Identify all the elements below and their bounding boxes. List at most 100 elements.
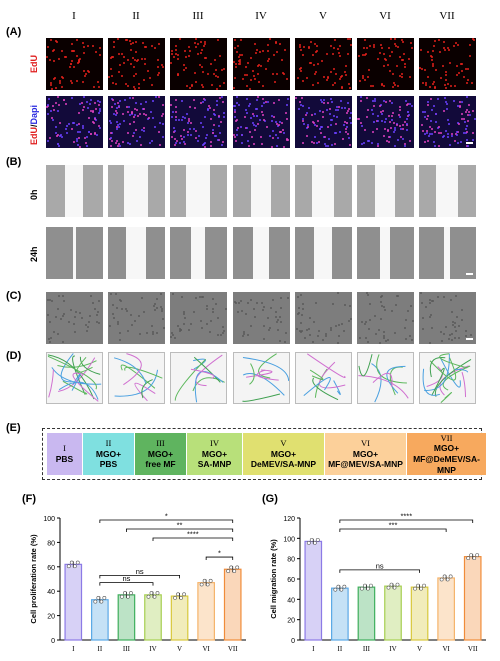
tube-brightfield-image xyxy=(419,292,476,344)
x-tick-label: II xyxy=(98,645,103,653)
treatment-number: II xyxy=(105,438,112,449)
row-label-edu-dapi: EdU/Dapi xyxy=(29,104,39,145)
treatment-number: III xyxy=(156,438,165,449)
treatment-4: IV MGO+ SA-MNP xyxy=(187,433,243,475)
edu-image xyxy=(170,38,227,90)
scratch-24h-image xyxy=(419,227,476,279)
panel-label-d: (D) xyxy=(6,350,22,362)
tube-tracing-image xyxy=(295,352,352,404)
significance-label: ** xyxy=(177,521,183,530)
panel-label-f: (F) xyxy=(22,493,37,505)
x-tick-label: VII xyxy=(468,645,478,653)
treatment-label: SA-MNP xyxy=(197,459,232,470)
column-header-3: III xyxy=(192,10,204,22)
edu-dapi-image xyxy=(46,96,103,148)
y-tick-label: 40 xyxy=(47,589,55,596)
bar xyxy=(117,594,136,641)
scratch-24h-image xyxy=(233,227,290,279)
significance-label: ns xyxy=(376,561,384,570)
treatment-label: MGO+ xyxy=(433,443,460,454)
bar xyxy=(437,577,455,641)
data-point xyxy=(466,556,471,561)
data-point xyxy=(422,583,426,588)
column-header-1: I xyxy=(72,10,76,22)
data-point xyxy=(386,585,391,590)
treatment-label: free MF xyxy=(145,459,176,470)
treatment-label: MF@MEV/SA-MNP xyxy=(328,459,403,470)
treatment-label: MF@DeMEV/SA-MNP xyxy=(413,454,480,475)
tube-brightfield-image xyxy=(46,292,103,344)
treatment-1: I PBS xyxy=(47,433,83,475)
treatment-number: VI xyxy=(361,438,370,449)
y-axis-label: Cell migration rate (%) xyxy=(269,539,278,619)
edu-image xyxy=(357,38,414,90)
bar xyxy=(197,582,215,641)
data-point xyxy=(129,591,133,595)
significance-bracket xyxy=(339,569,420,573)
treatment-3: III MGO+ free MF xyxy=(135,433,187,475)
panel-label-a: (A) xyxy=(6,26,22,38)
significance-bracket xyxy=(205,556,234,561)
bar xyxy=(331,587,349,641)
edu-dapi-image xyxy=(233,96,290,148)
y-tick-label: 80 xyxy=(47,540,55,547)
significance-label: * xyxy=(165,512,168,521)
scratch-0h-image xyxy=(357,165,414,217)
panel-label-b: (B) xyxy=(6,156,22,168)
treatment-label: PBS xyxy=(99,459,118,470)
treatment-7: VII MGO+ MF@DeMEV/SA-MNP xyxy=(407,433,487,475)
tube-brightfield-image xyxy=(233,292,290,344)
data-point xyxy=(66,564,71,569)
treatment-6: VI MGO+ MF@MEV/SA-MNP xyxy=(325,433,407,475)
bar xyxy=(144,594,162,641)
y-tick-label: 20 xyxy=(47,614,55,621)
scratch-24h-image xyxy=(295,227,352,279)
data-point xyxy=(306,541,311,545)
significance-label: **** xyxy=(187,530,199,539)
data-point xyxy=(208,578,213,583)
data-point xyxy=(235,565,240,570)
edu-dapi-image xyxy=(357,96,414,148)
data-point xyxy=(173,596,177,600)
significance-bracket xyxy=(99,519,234,523)
scratch-0h-image xyxy=(46,165,103,217)
tube-tracing-image xyxy=(357,352,414,404)
significance-bracket xyxy=(339,519,474,523)
y-tick-label: 100 xyxy=(43,516,55,523)
scratch-24h-image xyxy=(108,227,165,279)
treatment-label: PBS xyxy=(55,454,74,464)
column-header-7: VII xyxy=(439,10,455,22)
chart-proliferation: 0 20 40 60 80 100 Cell proliferation rate (%) I… xyxy=(29,512,246,653)
x-tick-label: II xyxy=(338,645,343,653)
data-point xyxy=(395,582,400,587)
data-point xyxy=(155,591,160,595)
y-tick-label: 60 xyxy=(47,565,55,572)
y-tick-label: 40 xyxy=(287,597,295,604)
edu-dapi-image xyxy=(108,96,165,148)
column-header-2: II xyxy=(132,10,140,22)
data-point xyxy=(369,583,373,588)
data-point xyxy=(475,553,480,558)
significance-label: ns xyxy=(122,574,130,583)
scratch-0h-image xyxy=(295,165,352,217)
x-tick-label: VII xyxy=(228,645,238,653)
treatment-number: VII xyxy=(440,432,453,443)
panel-label-e: (E) xyxy=(6,422,21,434)
tube-tracing-image xyxy=(170,352,227,404)
tube-tracing-image xyxy=(233,352,290,404)
treatment-number: I xyxy=(63,443,66,454)
tube-tracing-image xyxy=(108,352,165,404)
edu-image xyxy=(108,38,165,90)
edu-image xyxy=(46,38,103,90)
bar xyxy=(170,595,189,641)
y-tick-label: 100 xyxy=(283,536,295,543)
y-tick-label: 60 xyxy=(287,577,295,584)
tube-brightfield-image xyxy=(357,292,414,344)
x-tick-label: VI xyxy=(202,645,210,653)
significance-bracket xyxy=(99,582,154,586)
bar xyxy=(64,563,83,641)
data-point xyxy=(182,592,186,597)
significance-bracket xyxy=(99,574,180,579)
x-tick-label: V xyxy=(177,645,182,653)
